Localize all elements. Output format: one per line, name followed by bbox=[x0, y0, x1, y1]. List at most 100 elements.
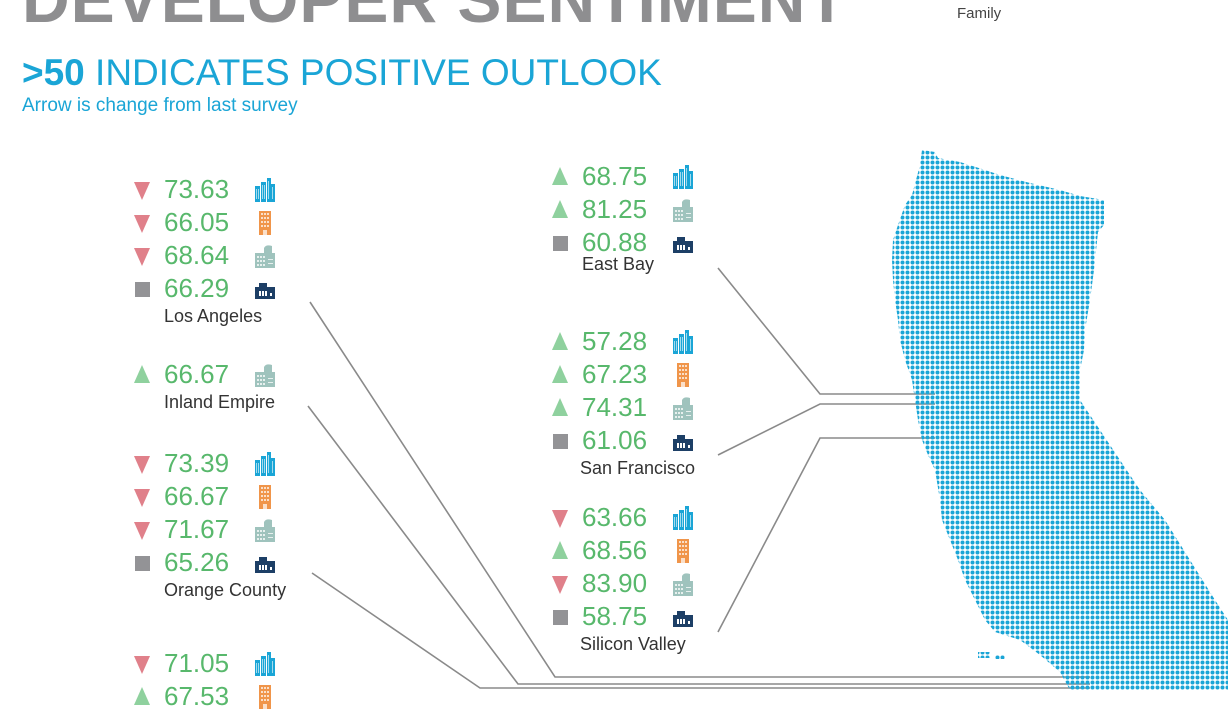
office-towers-icon bbox=[254, 452, 276, 476]
value: 68.56 bbox=[582, 535, 648, 565]
storefront-icon bbox=[672, 429, 694, 453]
page-title: DEVELOPER SENTIMENT bbox=[22, 0, 848, 32]
up-arrow-icon bbox=[552, 167, 568, 185]
office-towers-icon bbox=[672, 165, 694, 189]
value: 66.67 bbox=[164, 481, 230, 511]
factory-icon bbox=[672, 198, 694, 222]
down-arrow-icon bbox=[552, 510, 568, 528]
office-towers-icon bbox=[672, 330, 694, 354]
metric-row: 73.63 bbox=[134, 172, 294, 205]
no-change-square-icon bbox=[553, 610, 568, 625]
metric-row: 74.31 bbox=[552, 390, 712, 423]
apartment-building-icon bbox=[254, 685, 276, 709]
no-change-square-icon bbox=[553, 236, 568, 251]
up-arrow-icon bbox=[552, 332, 568, 350]
region-partial: 71.05 67.53 bbox=[134, 646, 294, 712]
factory-icon bbox=[672, 396, 694, 420]
metric-row: 67.23 bbox=[552, 357, 712, 390]
subtitle-threshold: >50 bbox=[22, 52, 85, 93]
up-arrow-icon bbox=[552, 398, 568, 416]
apartment-building-icon bbox=[672, 363, 694, 387]
metric-row: 67.53 bbox=[134, 679, 294, 712]
value: 65.26 bbox=[164, 547, 230, 577]
value: 61.06 bbox=[582, 425, 648, 455]
metric-row: 68.64 bbox=[134, 238, 294, 271]
down-arrow-icon bbox=[134, 522, 150, 540]
region-san-francisco: 57.28 67.23 74.31 61.06 San Francisco bbox=[552, 324, 712, 479]
metric-row: 71.67 bbox=[134, 512, 294, 545]
region-silicon-valley: 63.66 68.56 83.90 58.75 Silicon Valley bbox=[552, 500, 712, 655]
region-los-angeles: 73.63 66.05 68.64 66.29 Los Angeles bbox=[134, 172, 294, 327]
region-label: East Bay bbox=[582, 254, 655, 274]
value: 60.88 bbox=[582, 227, 648, 257]
factory-icon bbox=[672, 572, 694, 596]
up-arrow-icon bbox=[134, 365, 150, 383]
region-label: San Francisco bbox=[580, 458, 696, 478]
metric-row: 68.75 bbox=[552, 159, 712, 192]
factory-icon bbox=[254, 244, 276, 268]
no-change-square-icon bbox=[553, 434, 568, 449]
office-towers-icon bbox=[254, 652, 276, 676]
apartment-building-icon bbox=[672, 539, 694, 563]
value: 71.05 bbox=[164, 648, 230, 678]
up-arrow-icon bbox=[552, 541, 568, 559]
apartment-building-icon bbox=[254, 485, 276, 509]
no-change-square-icon bbox=[135, 556, 150, 571]
region-label: Inland Empire bbox=[164, 392, 276, 412]
metric-row: 57.28 bbox=[552, 324, 712, 357]
metric-row: 60.88 bbox=[552, 225, 712, 258]
metric-row: 66.05 bbox=[134, 205, 294, 238]
value: 83.90 bbox=[582, 568, 648, 598]
metric-row: 83.90 bbox=[552, 566, 712, 599]
down-arrow-icon bbox=[134, 182, 150, 200]
metric-row: 58.75 bbox=[552, 599, 712, 632]
no-change-square-icon bbox=[135, 282, 150, 297]
note: Arrow is change from last survey bbox=[22, 95, 298, 116]
storefront-icon bbox=[254, 551, 276, 575]
region-inland-empire: 66.67 Inland Empire bbox=[134, 357, 294, 413]
down-arrow-icon bbox=[134, 656, 150, 674]
region-orange-county: 73.39 66.67 71.67 65.26 Orange County bbox=[134, 446, 294, 601]
metric-row: 65.26 bbox=[134, 545, 294, 578]
legend-label-family: Family bbox=[957, 5, 1002, 22]
metric-row: 71.05 bbox=[134, 646, 294, 679]
value: 74.31 bbox=[582, 392, 648, 422]
value: 67.23 bbox=[582, 359, 648, 389]
region-east-bay: 68.75 81.25 60.88 East Bay bbox=[552, 159, 712, 275]
region-label: Silicon Valley bbox=[580, 634, 686, 654]
value: 57.28 bbox=[582, 326, 648, 356]
factory-icon bbox=[254, 363, 276, 387]
value: 66.67 bbox=[164, 359, 230, 389]
value: 71.67 bbox=[164, 514, 230, 544]
value: 73.63 bbox=[164, 174, 230, 204]
storefront-icon bbox=[672, 605, 694, 629]
office-towers-icon bbox=[672, 506, 694, 530]
metric-row: 68.56 bbox=[552, 533, 712, 566]
value: 58.75 bbox=[582, 601, 648, 631]
value: 73.39 bbox=[164, 448, 230, 478]
up-arrow-icon bbox=[552, 200, 568, 218]
storefront-icon bbox=[672, 231, 694, 255]
metric-row: 66.67 bbox=[134, 479, 294, 512]
apartment-building-icon bbox=[254, 211, 276, 235]
metric-row: 81.25 bbox=[552, 192, 712, 225]
down-arrow-icon bbox=[134, 489, 150, 507]
metric-row: 63.66 bbox=[552, 500, 712, 533]
california-dot-map bbox=[892, 150, 1228, 690]
metric-row: 66.29 bbox=[134, 271, 294, 304]
metric-row: 61.06 bbox=[552, 423, 712, 456]
value: 66.29 bbox=[164, 273, 230, 303]
subtitle-text: INDICATES POSITIVE OUTLOOK bbox=[84, 52, 662, 93]
value: 68.75 bbox=[582, 161, 648, 191]
value: 66.05 bbox=[164, 207, 230, 237]
value: 63.66 bbox=[582, 502, 648, 532]
up-arrow-icon bbox=[552, 365, 568, 383]
value: 81.25 bbox=[582, 194, 648, 224]
subtitle: >50 INDICATES POSITIVE OUTLOOK bbox=[22, 54, 662, 91]
storefront-icon bbox=[254, 277, 276, 301]
value: 67.53 bbox=[164, 681, 230, 711]
down-arrow-icon bbox=[552, 576, 568, 594]
region-label: Orange County bbox=[164, 580, 287, 600]
leader-lines bbox=[307, 267, 1090, 689]
office-towers-icon bbox=[254, 178, 276, 202]
